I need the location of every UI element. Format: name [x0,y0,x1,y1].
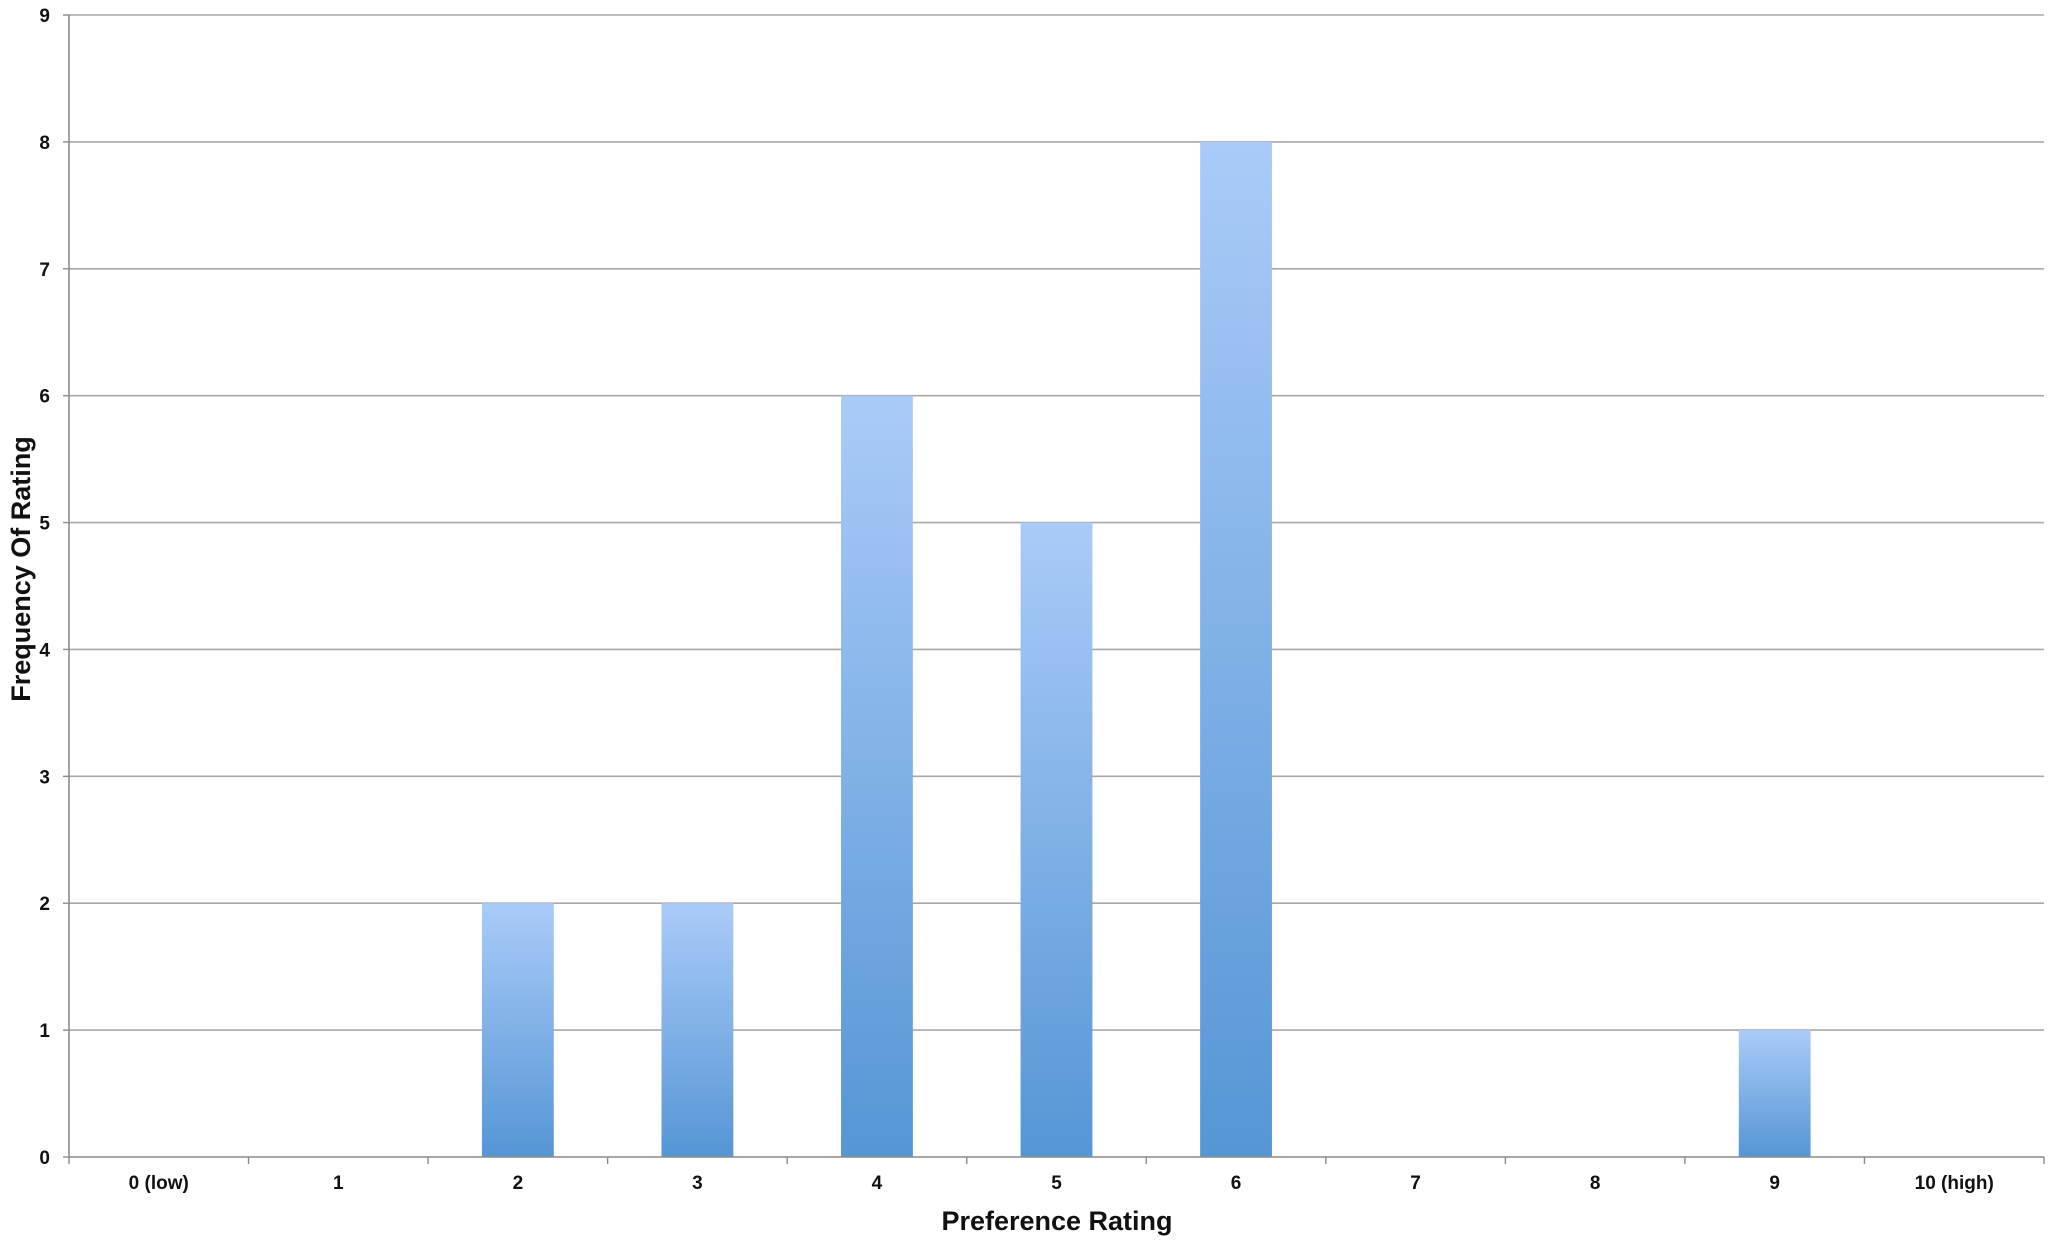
y-tick-label: 3 [39,767,50,788]
y-tick-label: 6 [39,387,50,408]
x-tick-label: 6 [1231,1173,1242,1194]
x-tick-label: 2 [513,1173,524,1194]
bar-9 [1738,1030,1811,1157]
x-tick-label: 4 [872,1173,883,1194]
x-tick-label: 1 [333,1173,344,1194]
y-tick-label: 8 [39,133,50,154]
tick-labels: 0 1 2 3 4 5 6 7 8 9 0 (low) 1 2 3 4 5 6 7 8 9 10 (high) [39,6,1993,1194]
bar-5 [1020,522,1093,1157]
x-tick-label: 8 [1590,1173,1601,1194]
y-tick-label: 1 [39,1021,50,1042]
x-tick-label: 7 [1410,1173,1421,1194]
x-tick-label: 3 [692,1173,703,1194]
x-tick-label: 10 (high) [1915,1173,1994,1194]
bar-2 [481,903,554,1157]
x-tick-label: 9 [1769,1173,1780,1194]
y-tick-label: 2 [39,894,50,915]
bar-3 [661,903,734,1157]
y-tick-label: 0 [39,1148,50,1169]
bars [481,141,1811,1158]
axes [63,14,2045,1164]
y-tick-label: 7 [39,260,50,281]
y-tick-label: 5 [39,514,50,535]
x-tick-label: 5 [1051,1173,1062,1194]
y-tick-label: 4 [39,640,50,661]
y-tick-label: 9 [39,6,50,27]
bar-4 [841,395,913,1158]
x-axis-title: Preference Rating [941,1206,1172,1236]
y-axis-title: Frequency Of Rating [6,436,36,702]
bar-6 [1200,141,1272,1157]
x-tick-label: 0 (low) [129,1173,189,1194]
